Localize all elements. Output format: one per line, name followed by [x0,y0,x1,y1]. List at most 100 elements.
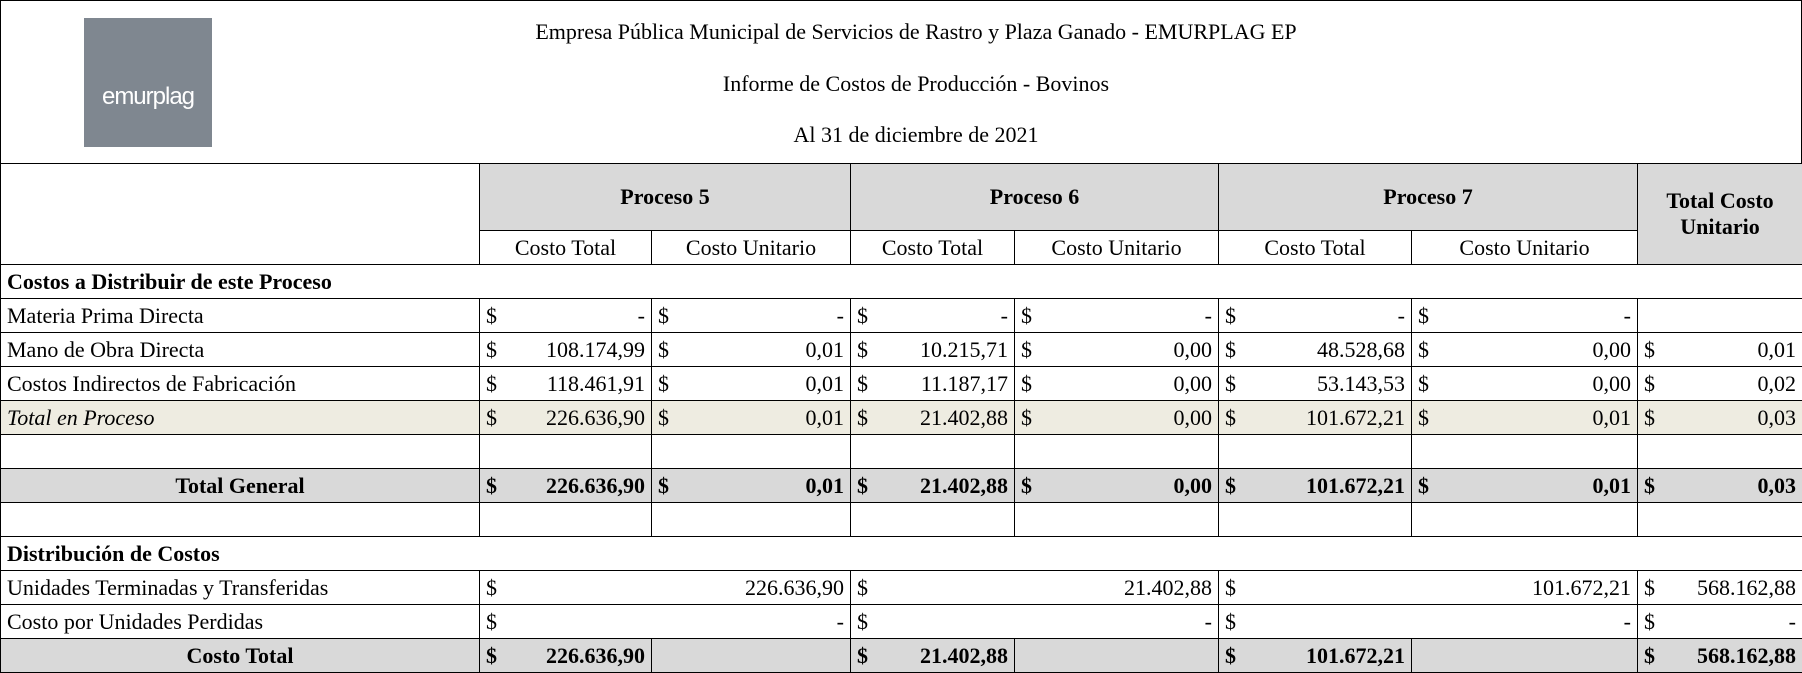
amount: 0,00 [1173,370,1213,396]
amount: 0,01 [1757,336,1797,362]
value-cell: $21.402,88 [850,400,1015,435]
value-cell: $0,03 [1637,468,1802,503]
amount: 0,00 [1592,336,1632,362]
header-line: Al 31 de diciembre de 2021 [793,122,1039,147]
currency: $ [1418,302,1429,328]
currency: $ [857,642,868,668]
value-cell: $0,01 [651,400,851,435]
blank-cell [850,502,1015,537]
currency: $ [857,472,868,498]
amount: 101.672,21 [1306,404,1405,430]
amount: - [1397,302,1405,328]
amount: 53.143,53 [1317,370,1405,396]
value-cell: $53.143,53 [1218,366,1412,401]
currency: $ [1644,642,1655,668]
currency: $ [486,336,497,362]
subheader: Costo Unitario [1014,230,1219,265]
currency: $ [658,472,669,498]
currency: $ [658,404,669,430]
currency: $ [658,336,669,362]
money: $568.162,88 [1644,643,1796,669]
blank-cell [479,434,652,469]
currency: $ [486,642,497,668]
row-label: Costos Indirectos de Fabricación [0,366,480,401]
blank-cell [1218,502,1412,537]
value-cell: $21.402,88 [850,468,1015,503]
subheader: Costo Total [1218,230,1412,265]
money: $0,01 [658,337,844,363]
amount: 0,00 [1173,404,1213,430]
row-label: Costo Total [0,638,480,673]
currency: $ [1021,370,1032,396]
row: Costo por Unidades Perdidas $ - $ - $ - $ - [0,604,1802,639]
money: $ - [1021,303,1212,329]
currency: $ [658,370,669,396]
amount: - [637,302,645,328]
blank-cell [1411,434,1638,469]
currency: $ [1644,608,1655,634]
logo-text: emurplag [101,83,195,110]
money: $0,01 [1418,473,1631,499]
row: Costo Total $226.636,90 $21.402,88 $101.672… [0,638,1802,673]
money: $0,01 [658,405,844,431]
group-header: Proceso 6 [850,163,1219,231]
row-label: Total en Proceso [0,400,480,435]
money: $226.636,90 [486,405,645,431]
amount: - [1623,302,1631,328]
value-cell: $0,00 [1014,400,1219,435]
row-label: Costo por Unidades Perdidas [0,604,480,639]
value-cell: $101.672,21 [1218,638,1412,673]
currency: $ [1225,574,1236,600]
amount: 0,01 [805,370,845,396]
money: $ - [1225,609,1631,635]
money: $21.402,88 [857,643,1008,669]
row [0,502,1802,537]
blank-cell [1637,502,1802,537]
money: $48.528,68 [1225,337,1405,363]
currency: $ [1644,370,1655,396]
blank-cell [0,434,480,469]
amount: - [1204,608,1212,634]
value-cell: $0,01 [651,332,851,367]
currency: $ [486,472,497,498]
currency: $ [1225,472,1236,498]
amount: 21.402,88 [920,642,1008,668]
value-cell: $118.461,91 [479,366,652,401]
money: $0,00 [1021,371,1212,397]
row: Total General $226.636,90 $0,01 $21.402,88 $… [0,468,1802,503]
row-label: Unidades Terminadas y Transferidas [0,570,480,605]
currency: $ [857,404,868,430]
money: $ - [1225,303,1405,329]
logo: emurplag [84,18,212,147]
money: $ - [857,609,1212,635]
value-cell: $48.528,68 [1218,332,1412,367]
amount: 0,00 [1173,472,1213,498]
value-cell: $226.636,90 [479,638,652,673]
group-header: Proceso 5 [479,163,851,231]
header-line: Empresa Pública Municipal de Servicios d… [535,19,1297,44]
amount: 21.402,88 [1124,574,1212,600]
value-cell: $108.174,99 [479,332,652,367]
amount: 568.162,88 [1697,574,1796,600]
amount: 0,00 [1592,370,1632,396]
money: $101.672,21 [1225,473,1405,499]
value-cell: $226.636,90 [479,400,652,435]
blank-cell [651,434,851,469]
value-cell: $101.672,21 [1218,570,1638,605]
value-cell: $0,01 [1411,400,1638,435]
currency: $ [857,370,868,396]
money: $226.636,90 [486,473,645,499]
blank-cell [479,502,652,537]
amount: - [836,608,844,634]
subheader: Costo Unitario [1411,230,1638,265]
money: $0,00 [1418,371,1631,397]
row: Distribución de Costos [0,536,1802,571]
currency: $ [1021,404,1032,430]
value-cell: $226.636,90 [479,468,652,503]
currency: $ [486,370,497,396]
total-header: Total Costo Unitario [1637,163,1802,265]
value-cell [1411,638,1638,673]
subheader: Costo Unitario [651,230,851,265]
value-cell: $101.672,21 [1218,468,1412,503]
money: $ - [857,303,1008,329]
